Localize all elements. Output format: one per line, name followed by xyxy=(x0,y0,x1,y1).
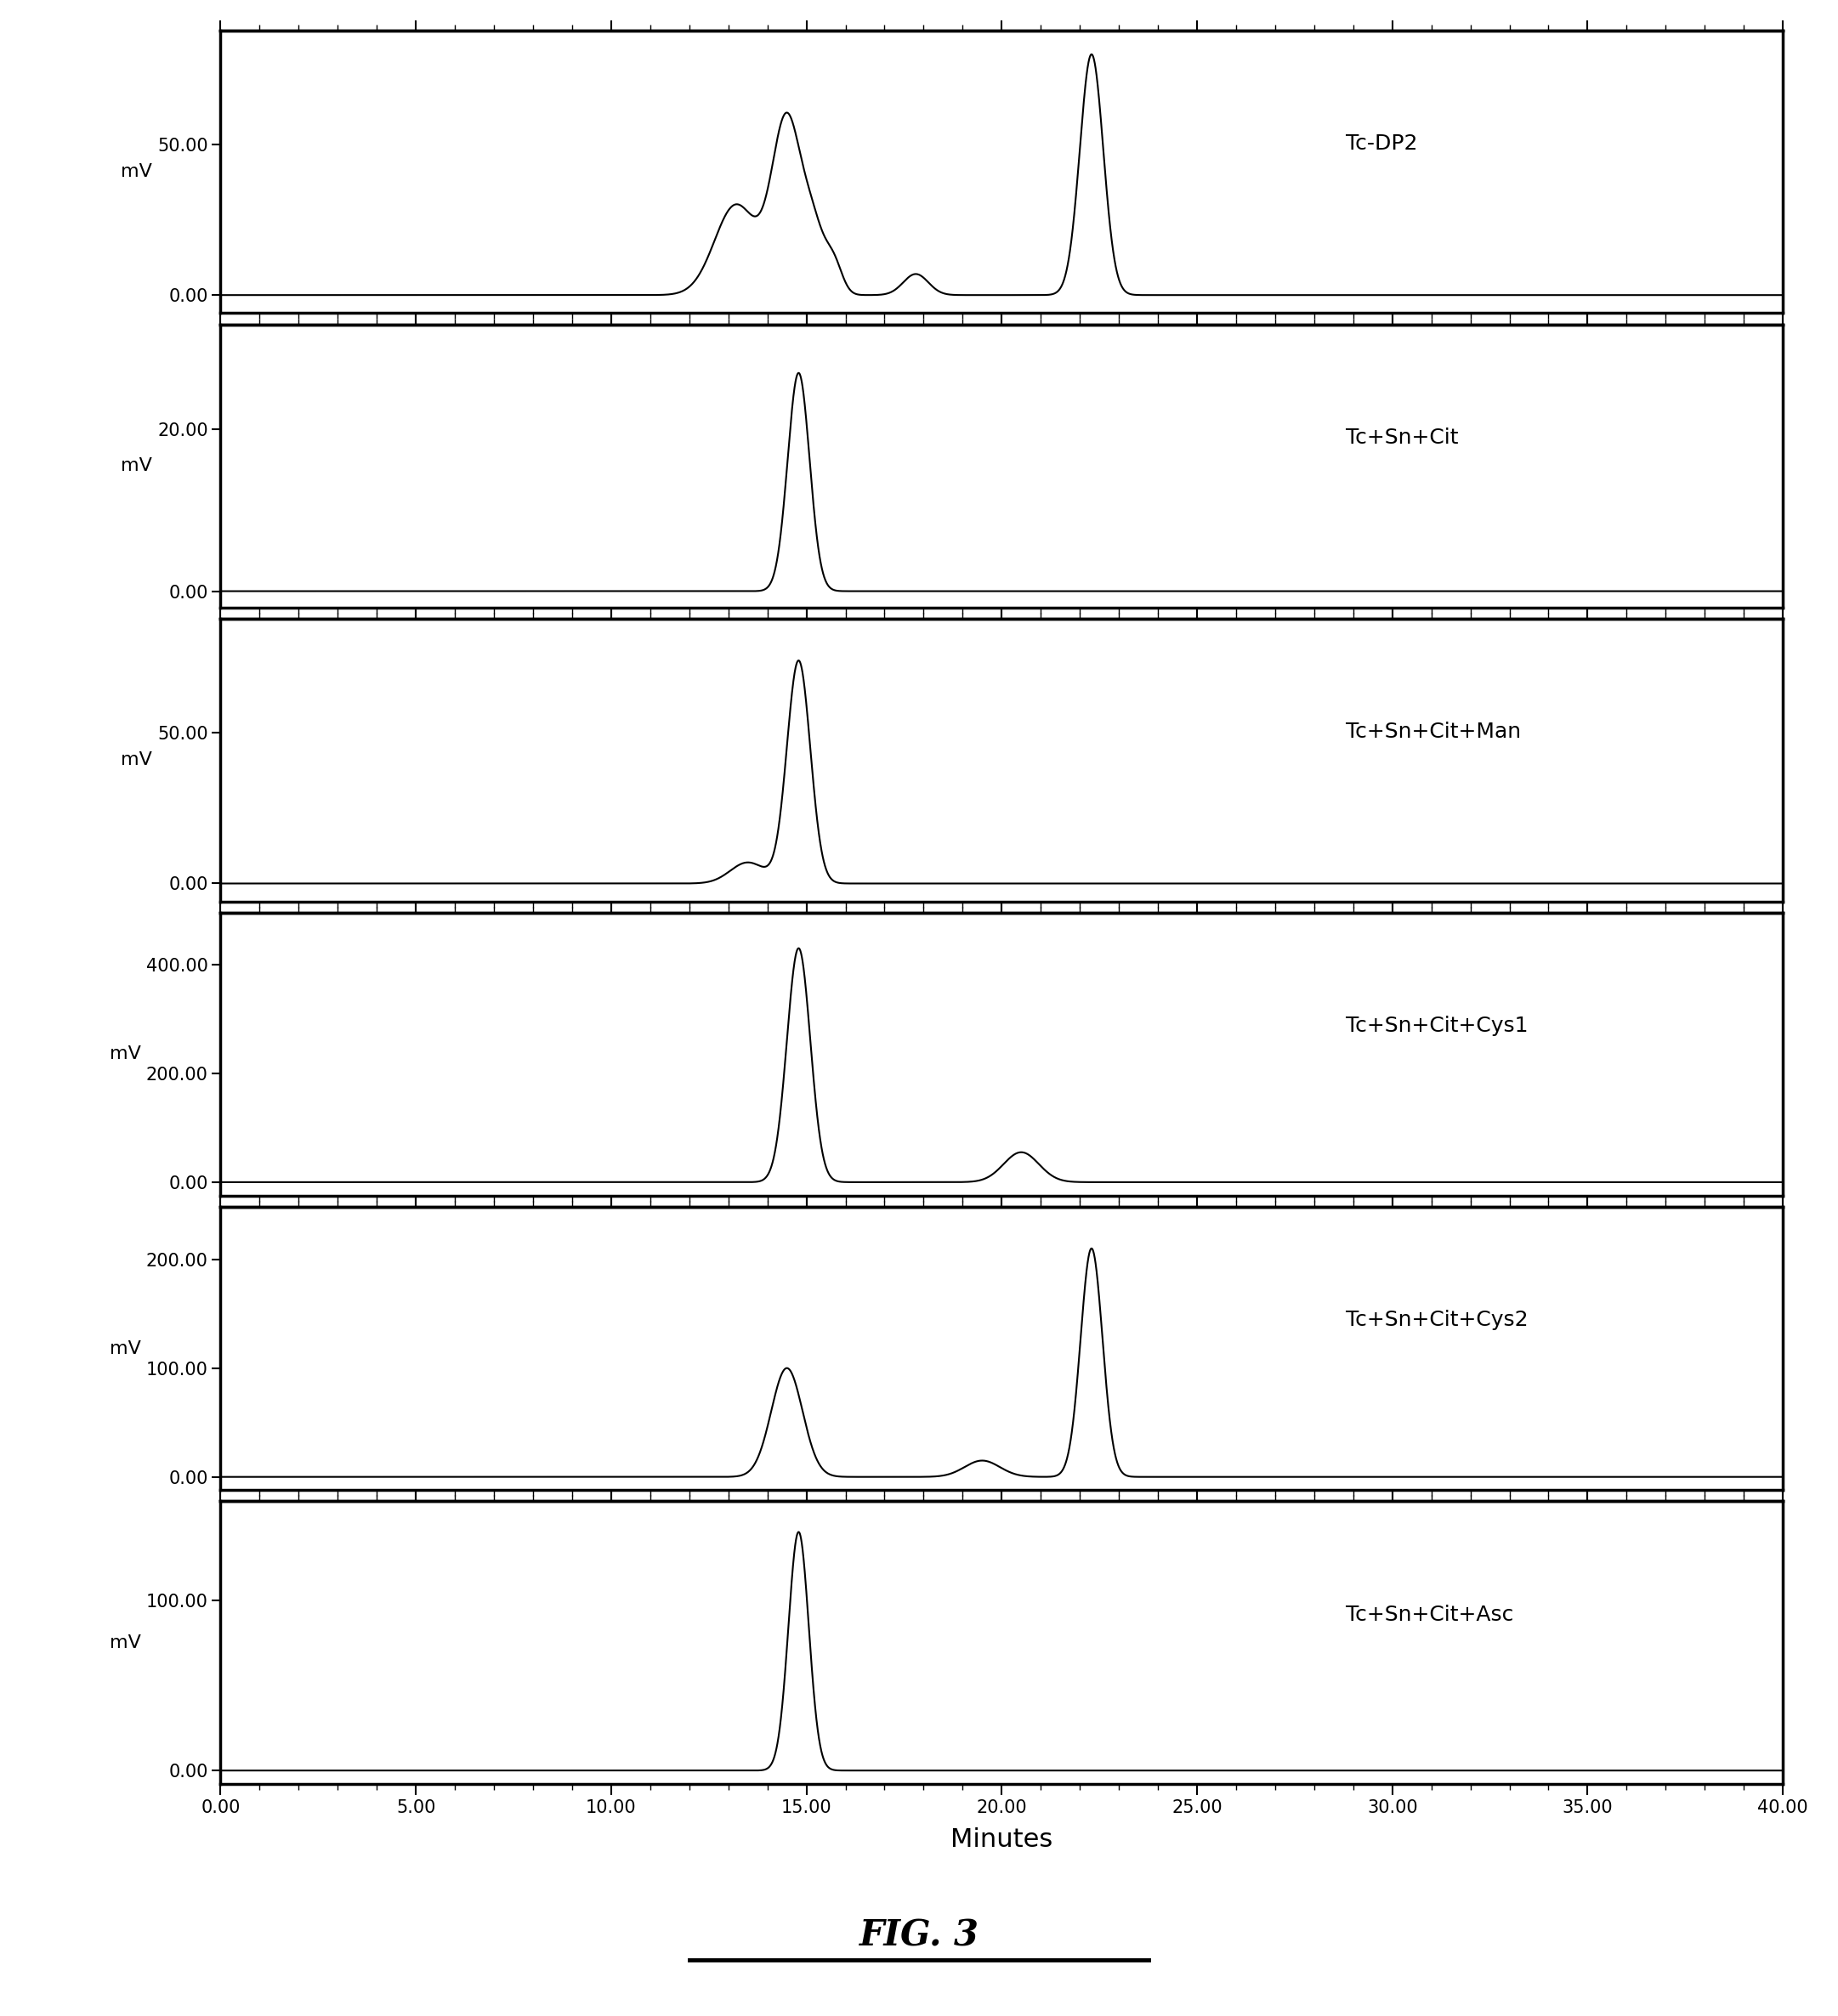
X-axis label: Minutes: Minutes xyxy=(950,1829,1053,1853)
Text: Tc+Sn+Cit+Man: Tc+Sn+Cit+Man xyxy=(1345,722,1520,742)
Text: Tc+Sn+Cit+Cys2: Tc+Sn+Cit+Cys2 xyxy=(1345,1310,1527,1331)
Y-axis label: mV: mV xyxy=(108,1635,142,1651)
Text: Tc+Sn+Cit: Tc+Sn+Cit xyxy=(1345,427,1458,448)
Y-axis label: mV: mV xyxy=(121,752,153,768)
Text: Tc-DP2: Tc-DP2 xyxy=(1345,133,1417,153)
Y-axis label: mV: mV xyxy=(108,1341,142,1357)
Text: Tc+Sn+Cit+Asc: Tc+Sn+Cit+Asc xyxy=(1345,1605,1513,1625)
Y-axis label: mV: mV xyxy=(121,163,153,179)
Text: Tc+Sn+Cit+Cys1: Tc+Sn+Cit+Cys1 xyxy=(1345,1016,1527,1036)
Y-axis label: mV: mV xyxy=(108,1046,142,1062)
Y-axis label: mV: mV xyxy=(121,458,153,474)
Text: FIG. 3: FIG. 3 xyxy=(858,1917,980,1954)
